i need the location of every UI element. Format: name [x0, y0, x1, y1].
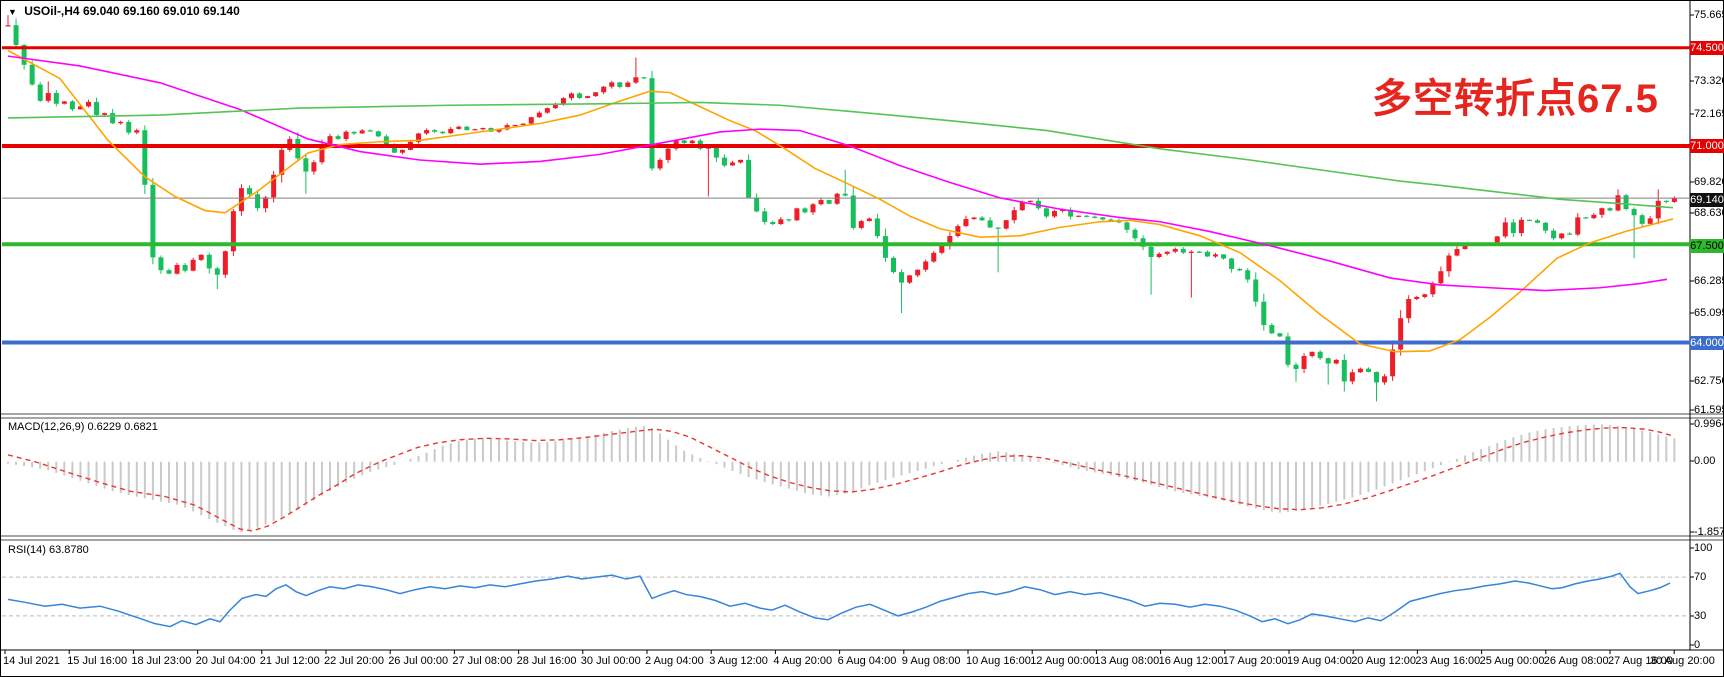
time-axis-label: 17 Aug 20:00	[1222, 655, 1288, 667]
price-axis-label: 61.595	[1694, 404, 1724, 416]
time-axis-label: 18 Jul 23:00	[131, 655, 192, 667]
time-axis-label: 21 Jul 12:00	[259, 655, 320, 667]
price-level-badge: 64.000	[1690, 336, 1724, 350]
time-axis-label: 20 Jul 04:00	[195, 655, 256, 667]
time-axis-label: 25 Aug 00:00	[1479, 655, 1545, 667]
price-axis-label: 65.095	[1694, 307, 1724, 319]
time-axis-label: 9 Aug 08:00	[901, 655, 961, 667]
price-level-badge: 71.000	[1690, 139, 1724, 153]
time-axis-label: 15 Jul 16:00	[67, 655, 128, 667]
rsi-axis-label: 30	[1694, 610, 1707, 622]
macd-indicator-label: MACD(12,26,9) 0.6229 0.6821	[8, 421, 158, 433]
price-level-badge: 69.140	[1690, 193, 1724, 207]
time-axis-label: 28 Jul 16:00	[516, 655, 577, 667]
time-axis-label: 30 Jul 00:00	[580, 655, 641, 667]
price-axis-label: 62.750	[1694, 375, 1724, 387]
time-axis-label: 26 Jul 00:00	[388, 655, 449, 667]
time-axis-label: 3 Aug 12:00	[709, 655, 768, 667]
price-level-badge: 74.500	[1690, 41, 1724, 55]
time-axis-label: 22 Jul 20:00	[324, 655, 384, 667]
time-axis-label: 30 Aug 20:00	[1650, 655, 1715, 667]
price-level-badge: 67.500	[1690, 239, 1724, 253]
time-axis-label: 23 Aug 16:00	[1415, 655, 1481, 667]
time-axis-label: 13 Aug 08:00	[1094, 655, 1160, 667]
time-axis-label: 12 Aug 00:00	[1030, 655, 1096, 667]
price-axis-label: 75.665	[1694, 9, 1724, 21]
rsi-axis-label: 0	[1694, 639, 1701, 651]
ohlc-values: 69.040 69.160 69.010 69.140	[82, 4, 240, 18]
time-axis-label: 2 Aug 04:00	[645, 655, 704, 667]
time-axis-label: 27 Jul 08:00	[452, 655, 513, 667]
symbol-period-label: USOil-,H4	[24, 4, 80, 18]
symbol-dropdown-icon[interactable]: ▼	[8, 7, 17, 17]
price-axis-label: 66.285	[1694, 275, 1724, 287]
time-axis-label: 4 Aug 20:00	[773, 655, 833, 667]
rsi-axis-label: 100	[1694, 542, 1713, 554]
chart-title: ▼ USOil-,H4 69.040 69.160 69.010 69.140	[8, 4, 240, 18]
time-axis-label: 26 Aug 08:00	[1543, 655, 1609, 667]
price-axis-label: 69.820	[1694, 176, 1724, 188]
time-axis-label: 19 Aug 04:00	[1287, 655, 1352, 667]
time-axis-label: 16 Aug 12:00	[1158, 655, 1224, 667]
time-axis-label: 6 Aug 04:00	[837, 655, 897, 667]
macd-axis-label: 0.9964	[1694, 418, 1724, 430]
rsi-axis-label: 70	[1694, 571, 1707, 583]
macd-axis-label: 0.00	[1694, 455, 1716, 467]
time-axis-label: 27 Aug 16:00	[1608, 655, 1673, 667]
rsi-indicator-label: RSI(14) 63.8780	[8, 544, 89, 556]
macd-axis-label: -1.8579	[1694, 526, 1724, 538]
price-axis-label: 73.320	[1694, 75, 1724, 87]
annotation-text: 多空转折点67.5	[1372, 77, 1659, 121]
time-axis-label: 20 Aug 12:00	[1351, 655, 1417, 667]
price-axis-label: 72.165	[1694, 108, 1724, 120]
price-axis-label: 68.630	[1694, 207, 1724, 219]
time-axis-label: 14 Jul 2021	[3, 655, 60, 667]
time-axis-label: 10 Aug 16:00	[966, 655, 1031, 667]
